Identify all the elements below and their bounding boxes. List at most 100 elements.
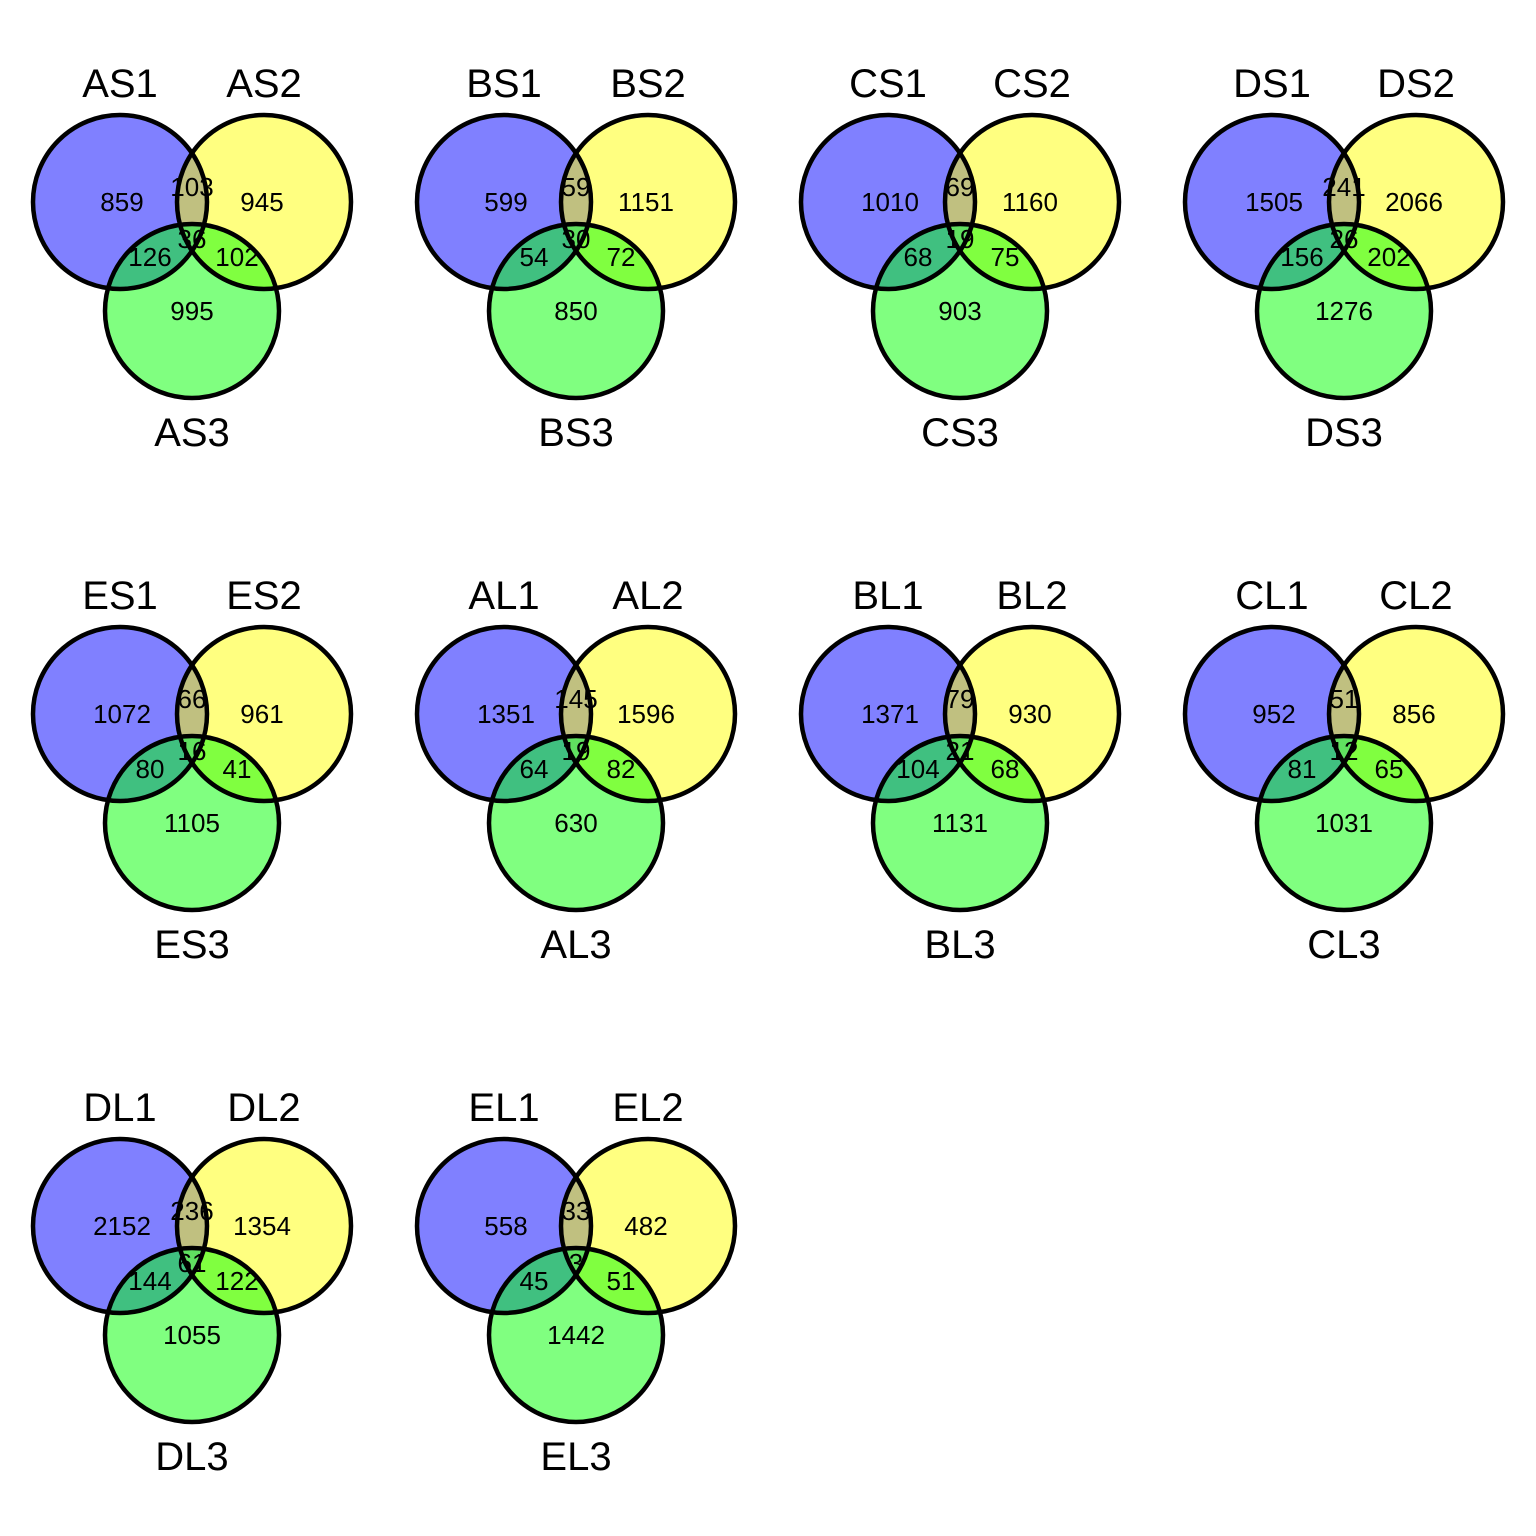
set-1-outline <box>414 112 594 292</box>
count-set-2-only: 482 <box>624 1211 667 1241</box>
count-set-2-only: 945 <box>240 187 283 217</box>
venn-diagram: EL1 EL2 EL3 558 482 1442 33 45 51 3 <box>414 1086 738 1479</box>
count-overlap-2-3: 51 <box>607 1266 636 1296</box>
count-set-1-only: 1505 <box>1245 187 1303 217</box>
set-2-outline <box>558 1136 738 1316</box>
set-2-outline <box>558 624 738 804</box>
venn-diagram: CL1 CL2 CL3 952 856 1031 51 81 65 12 <box>1182 574 1506 967</box>
count-overlap-1-2: 103 <box>170 172 213 202</box>
set-3-outline <box>486 1245 666 1425</box>
overlap-1-3-region <box>105 224 207 289</box>
set-3-outline <box>870 733 1050 913</box>
count-overlap-2-3: 82 <box>607 754 636 784</box>
overlap-1-3-region <box>1257 736 1359 801</box>
overlap-2-3-region <box>1329 224 1431 289</box>
overlap-1-3-region <box>489 1248 591 1313</box>
set-label: ES3 <box>154 923 230 967</box>
count-set-1-only: 599 <box>484 187 527 217</box>
count-overlap-1-3: 64 <box>520 754 549 784</box>
count-overlap-1-2-3: 21 <box>946 736 975 766</box>
count-set-1-only: 1351 <box>477 699 535 729</box>
count-overlap-1-2: 79 <box>946 684 975 714</box>
count-set-2-only: 856 <box>1392 699 1435 729</box>
set-2-outline <box>174 112 354 292</box>
set-3-outline <box>1254 733 1434 913</box>
set-2-outline <box>1326 112 1506 292</box>
count-overlap-1-3: 104 <box>896 754 939 784</box>
count-set-3-only: 1442 <box>547 1320 605 1350</box>
overlap-2-3-region <box>561 224 663 289</box>
set-3-outline <box>102 221 282 401</box>
set-3-outline <box>102 733 282 913</box>
set-1-outline <box>414 624 594 804</box>
set-label: EL1 <box>468 1086 539 1130</box>
set-label: DL1 <box>83 1086 156 1130</box>
venn-diagram: BL1 BL2 BL3 1371 930 1131 79 104 68 21 <box>798 574 1122 967</box>
count-set-1-only: 1010 <box>861 187 919 217</box>
set-label: AS2 <box>226 62 302 106</box>
set-2-outline <box>558 112 738 292</box>
count-set-3-only: 903 <box>938 296 981 326</box>
set-label: AL2 <box>612 574 683 618</box>
set-label: DS2 <box>1377 62 1455 106</box>
count-set-3-only: 1276 <box>1315 296 1373 326</box>
count-set-1-only: 952 <box>1252 699 1295 729</box>
overlap-2-3-region <box>177 1248 279 1313</box>
venn-diagram: DS1 DS2 DS3 1505 2066 1276 241 156 202 26 <box>1182 62 1506 455</box>
count-overlap-1-3: 81 <box>1288 754 1317 784</box>
set-2-outline <box>174 1136 354 1316</box>
count-overlap-1-2-3: 19 <box>562 736 591 766</box>
set-label: CS3 <box>921 411 999 455</box>
set-label: ES1 <box>82 574 158 618</box>
count-set-1-only: 2152 <box>93 1211 151 1241</box>
count-overlap-2-3: 72 <box>607 242 636 272</box>
count-set-2-only: 1596 <box>617 699 675 729</box>
set-label: ES2 <box>226 574 302 618</box>
set-1-outline <box>30 624 210 804</box>
set-1-outline <box>414 1136 594 1316</box>
overlap-1-3-region <box>1257 224 1359 289</box>
set-label: DL3 <box>155 1435 228 1479</box>
count-overlap-1-2-3: 30 <box>562 224 591 254</box>
count-overlap-1-3: 45 <box>520 1266 549 1296</box>
set-label: BL2 <box>996 574 1067 618</box>
set-label: BS3 <box>538 411 614 455</box>
count-overlap-1-3: 144 <box>128 1266 171 1296</box>
venn-diagram: DL1 DL2 DL3 2152 1354 1055 236 144 122 61 <box>30 1086 354 1479</box>
set-3-outline <box>870 221 1050 401</box>
venn-diagram: AL1 AL2 AL3 1351 1596 630 145 64 82 19 <box>414 574 738 967</box>
count-overlap-2-3: 102 <box>215 242 258 272</box>
overlap-2-3-region <box>177 224 279 289</box>
count-overlap-2-3: 202 <box>1367 242 1410 272</box>
set-label: AS3 <box>154 411 230 455</box>
count-overlap-1-3: 54 <box>520 242 549 272</box>
set-label: CS1 <box>849 62 927 106</box>
count-overlap-1-2: 69 <box>946 172 975 202</box>
count-overlap-2-3: 68 <box>991 754 1020 784</box>
set-label: CS2 <box>993 62 1071 106</box>
count-overlap-2-3: 41 <box>223 754 252 784</box>
count-overlap-1-2: 236 <box>170 1196 213 1226</box>
set-3-outline <box>1254 221 1434 401</box>
set-1-outline <box>798 112 978 292</box>
count-overlap-1-2-3: 3 <box>569 1248 583 1278</box>
count-set-3-only: 1055 <box>163 1320 221 1350</box>
count-overlap-1-3: 80 <box>136 754 165 784</box>
set-label: DS1 <box>1233 62 1311 106</box>
count-overlap-1-2-3: 19 <box>946 224 975 254</box>
count-set-2-only: 961 <box>240 699 283 729</box>
overlap-1-3-region <box>105 1248 207 1313</box>
count-overlap-1-2: 33 <box>562 1196 591 1226</box>
count-set-2-only: 930 <box>1008 699 1051 729</box>
set-1-outline <box>1182 624 1362 804</box>
set-label: AL3 <box>540 923 611 967</box>
count-overlap-2-3: 75 <box>991 242 1020 272</box>
overlap-1-3-region <box>873 736 975 801</box>
set-label: CL3 <box>1307 923 1380 967</box>
count-overlap-1-3: 126 <box>128 242 171 272</box>
count-overlap-1-2-3: 36 <box>178 224 207 254</box>
count-set-3-only: 1105 <box>164 808 220 838</box>
count-overlap-1-2-3: 61 <box>178 1248 207 1278</box>
count-set-1-only: 1072 <box>93 699 151 729</box>
count-set-3-only: 630 <box>554 808 597 838</box>
